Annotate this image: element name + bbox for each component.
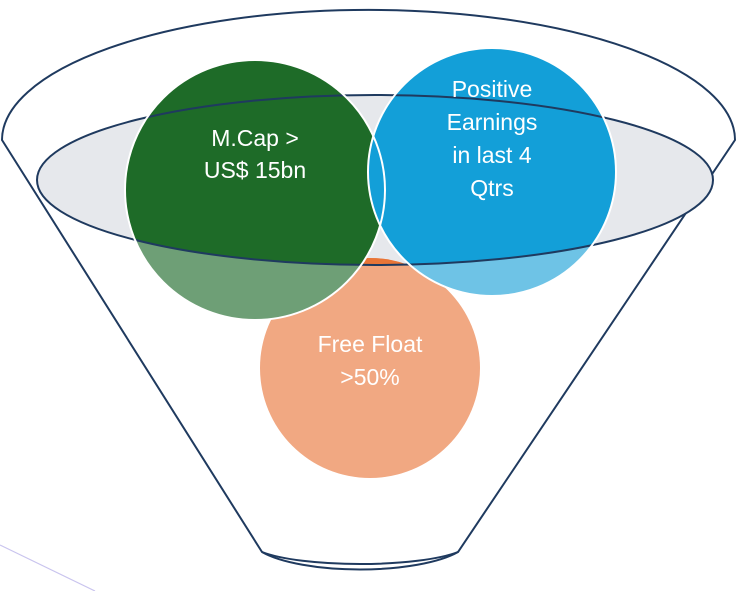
funnel-mouth-edge [36, 94, 714, 266]
node-label: in last 4 [452, 142, 531, 168]
circle-mcap-edge [124, 59, 386, 321]
node-label: Free Float [318, 331, 423, 357]
decor-line [0, 544, 96, 591]
node-label: M.Cap > [211, 125, 299, 151]
node-label: US$ 15bn [204, 157, 306, 183]
node-label: Earnings [447, 109, 538, 135]
funnel-bottom [261, 551, 459, 571]
node-label: Qtrs [470, 175, 513, 201]
node-label: >50% [340, 364, 399, 390]
labels: M.Cap > US$ 15bn Positive Earnings in last 4… [204, 76, 538, 390]
node-label: Positive [452, 76, 533, 102]
circle-earnings-top [368, 48, 616, 265]
circle-free-float [260, 258, 480, 478]
circle-earnings-edge [367, 47, 617, 297]
